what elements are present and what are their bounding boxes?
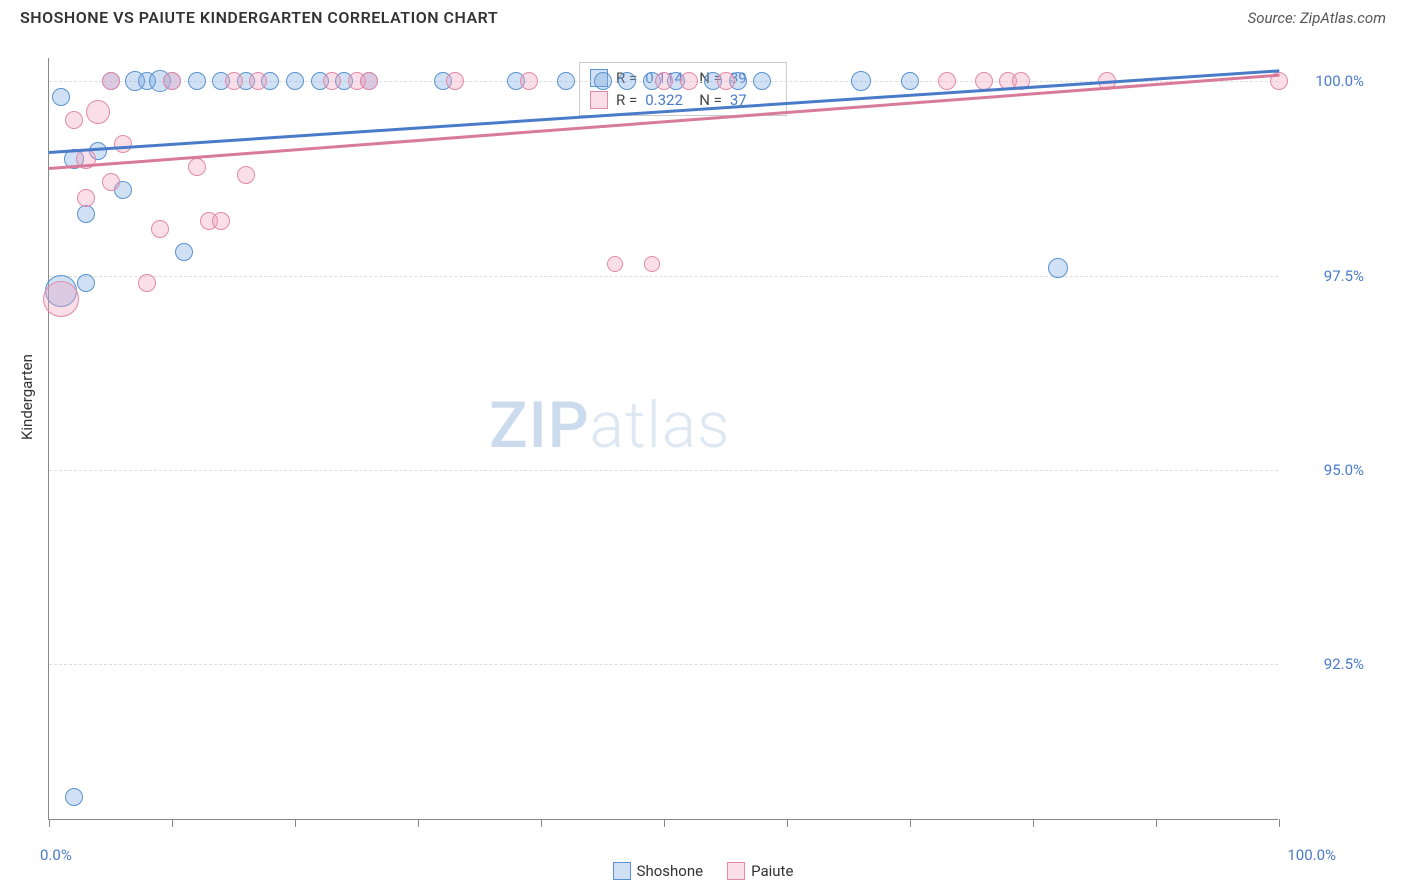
paiute-point xyxy=(607,256,623,272)
watermark-zip: ZIP xyxy=(489,388,590,463)
x-tick xyxy=(910,819,911,827)
paiute-point xyxy=(163,72,181,90)
gridline xyxy=(49,664,1278,665)
shoshone-point xyxy=(901,72,919,90)
paiute-point xyxy=(138,274,156,292)
x-tick xyxy=(1033,819,1034,827)
shoshone-point xyxy=(52,88,70,106)
r-label: R = xyxy=(616,91,637,109)
paiute-point xyxy=(938,72,956,90)
paiute-point xyxy=(680,72,698,90)
shoshone-point xyxy=(188,72,206,90)
shoshone-point xyxy=(594,72,612,90)
y-tick-label: 95.0% xyxy=(1324,461,1364,479)
paiute-point xyxy=(43,281,79,317)
shoshone-point xyxy=(286,72,304,90)
paiute-point xyxy=(151,220,169,238)
watermark: ZIPatlas xyxy=(489,388,731,463)
x-tick xyxy=(787,819,788,827)
shoshone-point xyxy=(618,72,636,90)
paiute-point xyxy=(225,72,243,90)
chart-title: SHOSHONE VS PAIUTE KINDERGARTEN CORRELAT… xyxy=(20,8,498,27)
legend-item-paiute: Paiute xyxy=(727,862,793,880)
x-tick xyxy=(418,819,419,827)
paiute-point xyxy=(212,212,230,230)
watermark-atlas: atlas xyxy=(590,388,731,463)
shoshone-point xyxy=(175,243,193,261)
x-tick xyxy=(172,819,173,827)
paiute-swatch-icon xyxy=(590,91,608,109)
x-tick xyxy=(1279,819,1280,827)
chart-plot-area: ZIPatlas R =0.114N =39R =0.322N =37 92.5… xyxy=(48,58,1278,820)
y-tick-label: 97.5% xyxy=(1324,267,1364,285)
paiute-point xyxy=(249,72,267,90)
paiute-legend-swatch-icon xyxy=(727,862,745,880)
legend-label: Paiute xyxy=(751,862,793,880)
paiute-point xyxy=(360,72,378,90)
chart-header: SHOSHONE VS PAIUTE KINDERGARTEN CORRELAT… xyxy=(0,0,1406,31)
shoshone-legend-swatch-icon xyxy=(613,862,631,880)
stat-row-paiute: R =0.322N =37 xyxy=(590,89,776,111)
paiute-point xyxy=(644,256,660,272)
paiute-point xyxy=(102,173,120,191)
x-tick xyxy=(49,819,50,827)
x-tick xyxy=(664,819,665,827)
shoshone-point xyxy=(557,72,575,90)
paiute-point xyxy=(520,72,538,90)
gridline xyxy=(49,470,1278,471)
r-value: 0.322 xyxy=(645,91,691,109)
paiute-point xyxy=(77,189,95,207)
y-tick-label: 92.5% xyxy=(1324,655,1364,673)
paiute-point xyxy=(114,135,132,153)
legend-item-shoshone: Shoshone xyxy=(613,862,704,880)
paiute-point xyxy=(323,72,341,90)
shoshone-point xyxy=(1048,258,1068,278)
x-tick xyxy=(1156,819,1157,827)
x-tick xyxy=(295,819,296,827)
paiute-point xyxy=(237,166,255,184)
paiute-point xyxy=(446,72,464,90)
paiute-point xyxy=(717,72,735,90)
chart-source: Source: ZipAtlas.com xyxy=(1248,9,1386,27)
gridline xyxy=(49,276,1278,277)
shoshone-point xyxy=(77,274,95,292)
paiute-point xyxy=(86,100,110,124)
legend: Shoshone Paiute xyxy=(0,862,1406,880)
paiute-point xyxy=(655,72,673,90)
x-tick xyxy=(541,819,542,827)
shoshone-point xyxy=(851,71,871,91)
paiute-point xyxy=(65,111,83,129)
y-axis-title: Kindergarten xyxy=(18,354,36,440)
paiute-point xyxy=(102,72,120,90)
paiute-point xyxy=(188,158,206,176)
y-tick-label: 100.0% xyxy=(1315,72,1364,90)
shoshone-point xyxy=(753,72,771,90)
legend-label: Shoshone xyxy=(637,862,704,880)
shoshone-point xyxy=(65,788,83,806)
shoshone-point xyxy=(77,205,95,223)
